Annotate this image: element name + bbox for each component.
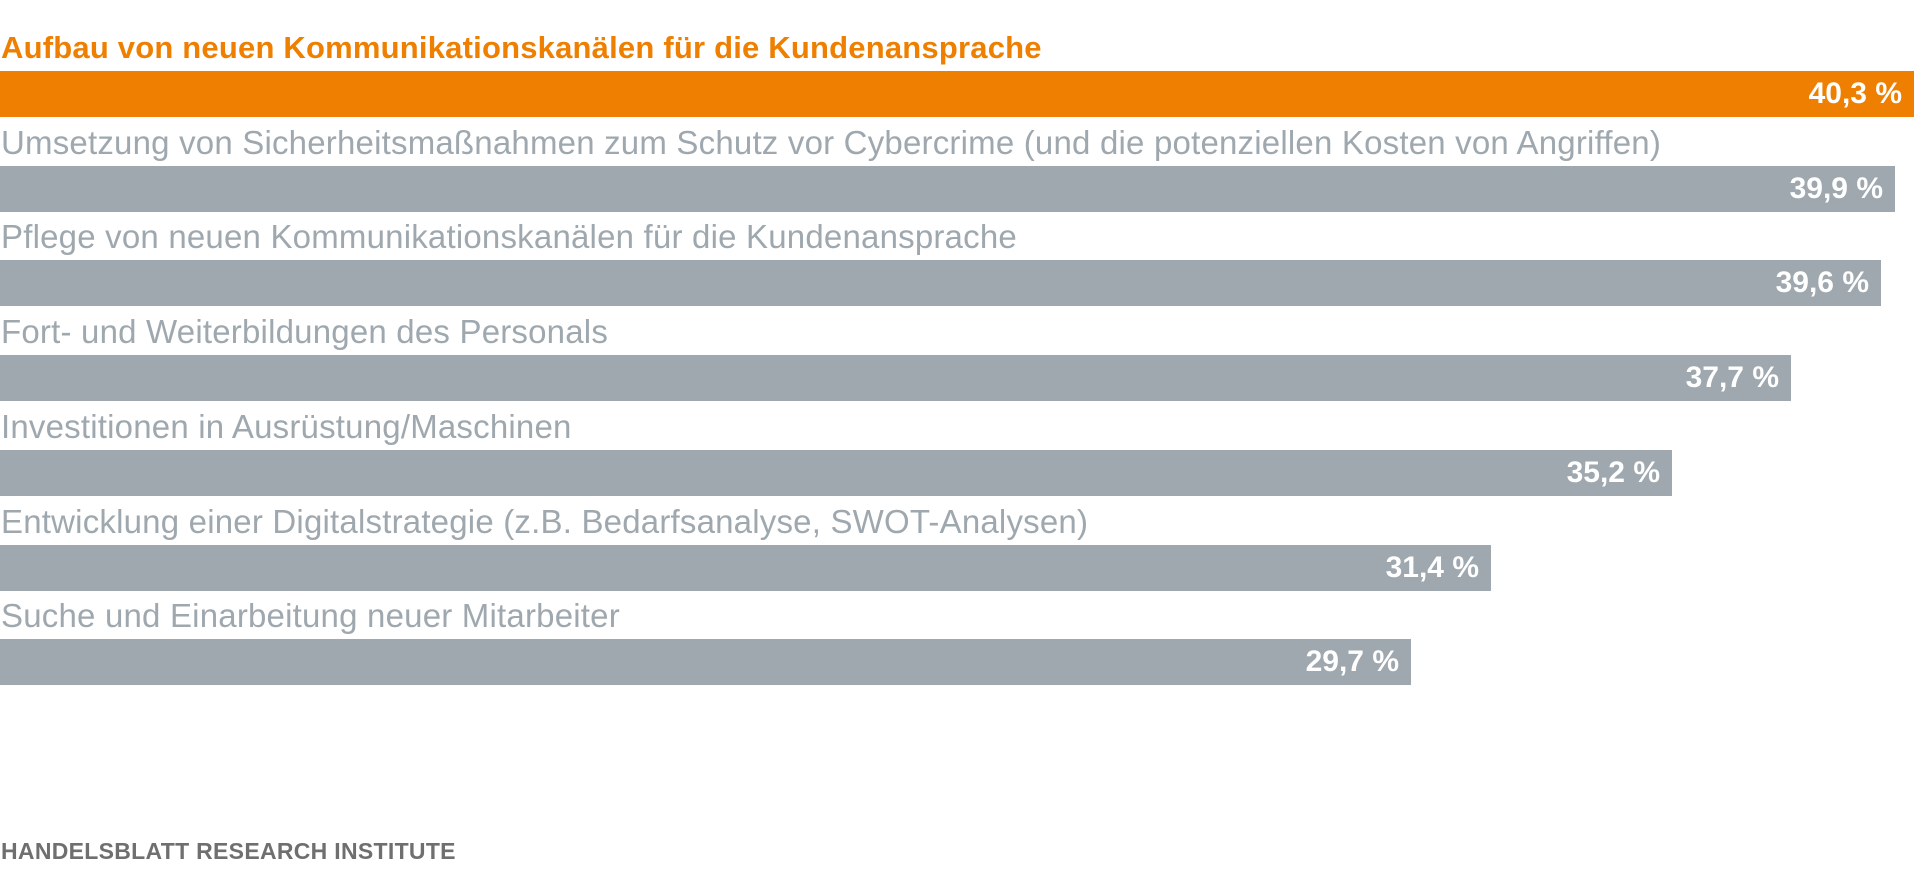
- bar: 29,7 %: [0, 639, 1411, 686]
- category-label: Pflege von neuen Kommunikationskanälen f…: [1, 218, 1017, 256]
- bar-value-label: 35,2 %: [1566, 455, 1660, 489]
- category-label: Investitionen in Ausrüstung/Maschinen: [1, 407, 572, 445]
- category-label: Entwicklung einer Digitalstrategie (z.B.…: [1, 502, 1089, 540]
- category-label: Umsetzung von Sicherheitsmaßnahmen zum S…: [1, 123, 1662, 161]
- bar-value-label: 31,4 %: [1385, 550, 1479, 584]
- bar: 39,9 %: [0, 165, 1895, 212]
- bar-value-label: 29,7 %: [1305, 645, 1399, 679]
- bar-value-label: 39,6 %: [1775, 266, 1869, 300]
- bar-value-label: 39,9 %: [1789, 171, 1883, 205]
- category-label: Aufbau von neuen Kommunikationskanälen f…: [1, 30, 1042, 65]
- bar: 39,6 %: [0, 260, 1881, 307]
- source-credit: HANDELSBLATT RESEARCH INSTITUTE: [1, 838, 456, 864]
- category-label: Suche und Einarbeitung neuer Mitarbeiter: [1, 597, 620, 635]
- bar: 40,3 %: [0, 71, 1914, 117]
- bar-value-label: 37,7 %: [1685, 361, 1779, 395]
- bar-value-label: 40,3 %: [1808, 77, 1902, 110]
- category-label: Fort- und Weiterbildungen des Personals: [1, 313, 609, 351]
- bar: 31,4 %: [0, 544, 1491, 591]
- bar: 37,7 %: [0, 355, 1791, 402]
- bar: 35,2 %: [0, 449, 1672, 496]
